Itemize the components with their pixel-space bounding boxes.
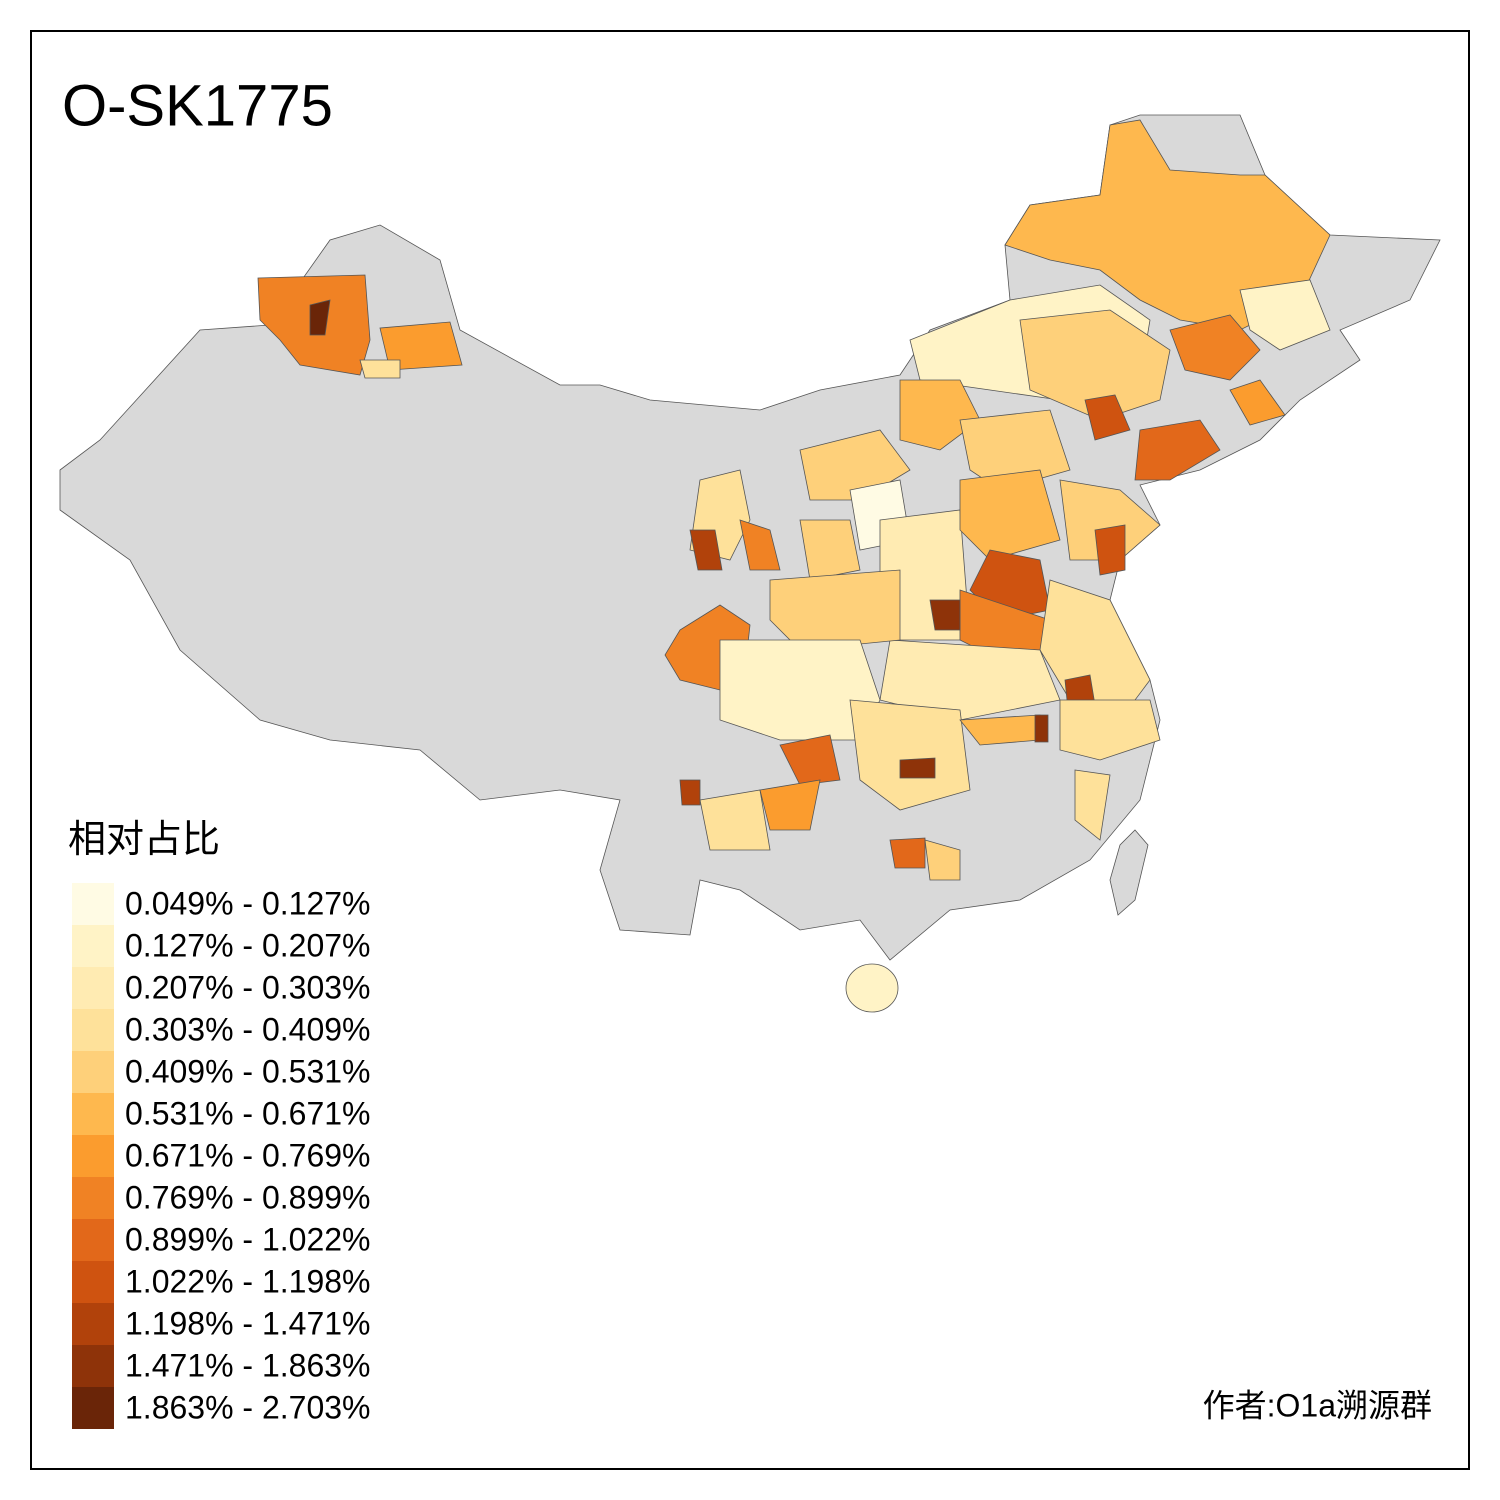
region xyxy=(1059,699,1161,761)
region xyxy=(759,779,821,831)
legend-label: 0.127% - 0.207% xyxy=(125,927,371,963)
region xyxy=(1134,419,1221,481)
map-title: O-SK1775 xyxy=(62,73,333,138)
legend-title: 相对占比 xyxy=(68,819,220,861)
region xyxy=(1019,309,1171,421)
legend-swatch xyxy=(72,1261,114,1303)
legend-swatch xyxy=(72,1177,114,1219)
region xyxy=(769,569,901,651)
region xyxy=(739,519,781,571)
region xyxy=(959,469,1061,561)
legend-swatch xyxy=(72,1387,114,1429)
colored-regions xyxy=(257,119,1331,881)
legend-label: 0.409% - 0.531% xyxy=(125,1053,371,1089)
region xyxy=(1034,714,1049,743)
legend-swatch xyxy=(72,925,114,967)
region xyxy=(1004,119,1331,331)
legend-swatch xyxy=(72,1009,114,1051)
legend-label: 1.198% - 1.471% xyxy=(125,1305,371,1341)
region xyxy=(1169,314,1261,381)
legend-swatch xyxy=(72,883,114,925)
legend-label: 0.531% - 0.671% xyxy=(125,1095,371,1131)
region xyxy=(899,757,936,779)
legend-swatch xyxy=(72,1345,114,1387)
legend-swatch xyxy=(72,1051,114,1093)
region xyxy=(679,779,701,806)
region xyxy=(879,639,1061,721)
region xyxy=(309,299,331,336)
region xyxy=(359,359,401,379)
region xyxy=(924,839,961,881)
region xyxy=(799,519,861,581)
legend-label: 1.022% - 1.198% xyxy=(125,1263,371,1299)
region xyxy=(699,789,771,851)
island xyxy=(845,963,899,1013)
credit: 作者:O1a溯源群 xyxy=(1203,1387,1432,1423)
region xyxy=(849,699,971,811)
region xyxy=(929,599,961,631)
legend-label: 1.863% - 2.703% xyxy=(125,1389,371,1425)
region xyxy=(1084,394,1131,441)
island xyxy=(1109,829,1149,916)
legend-swatch xyxy=(72,1303,114,1345)
region xyxy=(379,321,463,371)
region xyxy=(1229,379,1286,426)
region xyxy=(1074,769,1111,841)
region xyxy=(689,529,723,571)
legend-label: 0.899% - 1.022% xyxy=(125,1221,371,1257)
legend-label: 0.207% - 0.303% xyxy=(125,969,371,1005)
legend-swatch xyxy=(72,1219,114,1261)
legend-label: 0.303% - 0.409% xyxy=(125,1011,371,1047)
legend-swatch xyxy=(72,1135,114,1177)
region xyxy=(1094,524,1126,576)
legend-label: 0.769% - 0.899% xyxy=(125,1179,371,1215)
frame xyxy=(30,30,1470,1470)
region xyxy=(889,837,926,869)
region xyxy=(779,734,841,786)
region xyxy=(899,379,981,451)
legend-swatch xyxy=(72,1093,114,1135)
legend-swatch xyxy=(72,967,114,1009)
legend-label: 0.671% - 0.769% xyxy=(125,1137,371,1173)
region xyxy=(1059,479,1161,561)
legend-label: 0.049% - 0.127% xyxy=(125,885,371,921)
region xyxy=(1239,279,1331,351)
legend-label: 1.471% - 1.863% xyxy=(125,1347,371,1383)
legend: 0.049% - 0.127% 0.127% - 0.207% 0.207% - 0… xyxy=(72,883,371,1429)
